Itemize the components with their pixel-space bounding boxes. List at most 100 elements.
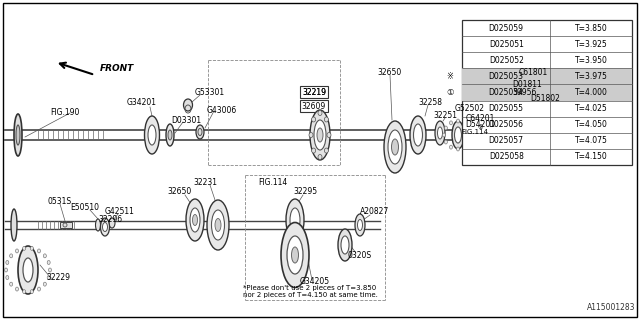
Ellipse shape [15, 287, 19, 291]
Ellipse shape [95, 219, 100, 231]
Text: 32609: 32609 [302, 101, 326, 110]
Ellipse shape [186, 199, 204, 241]
Ellipse shape [338, 229, 352, 261]
Text: T=4.075: T=4.075 [575, 136, 607, 145]
Ellipse shape [38, 249, 40, 253]
Text: T=4.050: T=4.050 [575, 120, 607, 129]
Ellipse shape [215, 219, 221, 231]
Text: 32296: 32296 [98, 215, 122, 225]
Ellipse shape [442, 133, 445, 137]
Ellipse shape [444, 140, 447, 144]
Text: C64201: C64201 [465, 114, 495, 123]
Ellipse shape [500, 133, 502, 136]
Ellipse shape [384, 121, 406, 173]
Ellipse shape [310, 110, 330, 160]
Ellipse shape [190, 208, 200, 232]
Ellipse shape [477, 124, 483, 131]
Ellipse shape [519, 139, 521, 141]
Ellipse shape [318, 155, 322, 159]
Ellipse shape [525, 130, 531, 146]
Ellipse shape [469, 133, 475, 137]
Ellipse shape [193, 214, 198, 226]
Ellipse shape [16, 125, 20, 145]
Text: 32219: 32219 [302, 87, 326, 97]
Text: 32231: 32231 [193, 178, 217, 187]
Ellipse shape [517, 133, 520, 136]
Text: 32295: 32295 [293, 188, 317, 196]
Text: D025052: D025052 [489, 56, 524, 65]
Text: T=3.925: T=3.925 [575, 40, 607, 49]
Ellipse shape [410, 116, 426, 154]
Text: A20827: A20827 [360, 207, 390, 217]
Ellipse shape [520, 141, 522, 143]
Text: T=4.025: T=4.025 [575, 104, 607, 113]
Ellipse shape [15, 249, 19, 253]
Ellipse shape [355, 214, 365, 236]
Ellipse shape [464, 138, 472, 142]
Ellipse shape [388, 130, 402, 164]
Ellipse shape [10, 254, 13, 258]
Ellipse shape [514, 129, 516, 132]
Text: G34205: G34205 [300, 277, 330, 286]
Ellipse shape [281, 222, 309, 287]
Ellipse shape [312, 148, 316, 153]
Ellipse shape [47, 260, 50, 264]
Text: D51802: D51802 [530, 93, 560, 102]
Text: D025053: D025053 [489, 72, 524, 81]
Text: D025056: D025056 [489, 120, 524, 129]
Ellipse shape [287, 236, 303, 274]
Text: G53301: G53301 [195, 87, 225, 97]
Ellipse shape [470, 133, 474, 137]
Ellipse shape [468, 126, 472, 130]
Ellipse shape [526, 134, 530, 142]
Text: FIG.114: FIG.114 [461, 129, 488, 135]
Text: E50510: E50510 [70, 204, 99, 212]
Text: G52502: G52502 [455, 103, 485, 113]
Ellipse shape [509, 127, 511, 131]
Ellipse shape [38, 287, 40, 291]
Ellipse shape [317, 128, 323, 142]
Text: 32650: 32650 [168, 188, 192, 196]
Ellipse shape [523, 130, 525, 132]
Text: G34201: G34201 [127, 98, 157, 107]
Ellipse shape [145, 116, 159, 154]
Ellipse shape [499, 139, 501, 141]
Ellipse shape [520, 133, 522, 135]
Ellipse shape [468, 140, 472, 144]
Ellipse shape [30, 246, 33, 250]
Ellipse shape [506, 129, 515, 151]
Ellipse shape [102, 222, 108, 231]
Ellipse shape [463, 145, 467, 149]
Bar [300, 86, 328, 98]
Text: D025058: D025058 [489, 152, 524, 162]
Ellipse shape [413, 124, 422, 146]
Ellipse shape [314, 120, 326, 150]
Ellipse shape [44, 254, 46, 258]
Ellipse shape [324, 148, 328, 153]
Ellipse shape [534, 141, 536, 143]
Text: 32229: 32229 [46, 274, 70, 283]
Ellipse shape [14, 114, 22, 156]
Text: T=3.975: T=3.975 [575, 72, 607, 81]
Ellipse shape [509, 149, 511, 153]
Text: FIG.190: FIG.190 [50, 108, 79, 116]
Ellipse shape [148, 125, 156, 145]
Ellipse shape [109, 218, 115, 228]
Text: 32650: 32650 [378, 68, 402, 76]
Text: C61801: C61801 [518, 68, 548, 76]
Text: A115001283: A115001283 [586, 303, 635, 312]
Bar [462, 20, 632, 165]
Ellipse shape [166, 124, 174, 146]
Text: T=4.000: T=4.000 [575, 88, 607, 97]
Ellipse shape [358, 220, 362, 230]
Text: 0320S: 0320S [348, 251, 372, 260]
Ellipse shape [392, 139, 399, 155]
Ellipse shape [539, 130, 545, 144]
Text: D03301: D03301 [171, 116, 201, 124]
Ellipse shape [454, 127, 461, 143]
Ellipse shape [100, 218, 109, 236]
Bar [462, 84, 632, 100]
Ellipse shape [527, 129, 529, 131]
Ellipse shape [504, 129, 506, 132]
Ellipse shape [23, 258, 33, 282]
